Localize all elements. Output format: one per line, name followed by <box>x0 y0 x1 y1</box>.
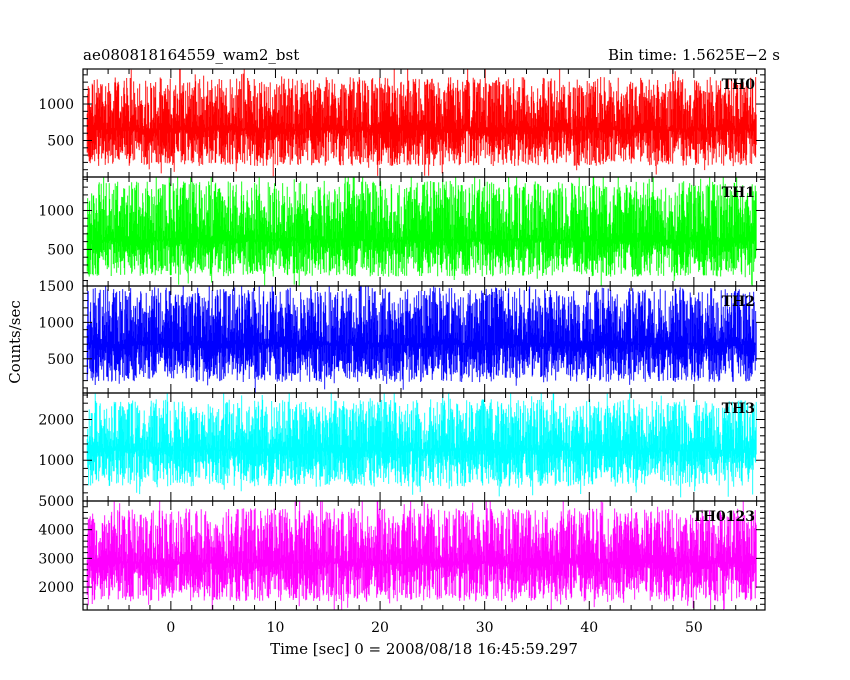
series-trace-th0 <box>86 69 757 177</box>
y-tick-label: 500 <box>47 134 74 150</box>
y-tick-label: 500 <box>47 352 74 368</box>
y-tick-label: 4000 <box>38 523 74 539</box>
panel-th2: 500 1000 1500 TH2 <box>38 279 766 394</box>
series-trace-th2 <box>86 286 757 393</box>
chart-title-left: ae080818164559_wam2_bst <box>83 46 299 64</box>
x-tick-label: 50 <box>685 620 703 636</box>
y-tick-label: 2000 <box>38 412 74 428</box>
panels-layer: 5001000TH05001000TH150010001500TH2100020… <box>38 68 766 636</box>
x-tick-label: 20 <box>371 620 389 636</box>
chart-title-right: Bin time: 1.5625E−2 s <box>608 46 780 64</box>
x-tick-label: 10 <box>267 620 285 636</box>
x-axis-label: Time [sec] 0 = 2008/08/18 16:45:59.297 <box>270 640 578 658</box>
y-tick-label: 5000 <box>38 494 74 510</box>
y-tick-label: 1000 <box>38 315 74 331</box>
panel-label-th3: TH3 <box>722 401 755 417</box>
panel-th0: 500 1000 TH0 <box>38 68 766 178</box>
panel-label-th0123: TH0123 <box>692 509 755 525</box>
series-trace-th1 <box>86 177 757 286</box>
y-tick-label: 2000 <box>38 580 74 596</box>
panel-th0123: 2000 3000 4000 5000 TH0123 <box>38 494 766 611</box>
y-axis-label: Counts/sec <box>6 300 24 384</box>
y-tick-label: 1000 <box>38 203 74 219</box>
y-tick-label: 500 <box>47 242 74 258</box>
panel-frame <box>82 500 766 611</box>
y-tick-label: 1500 <box>38 279 74 295</box>
panel-label-th1: TH1 <box>722 185 755 201</box>
series-trace-th0123 <box>86 501 757 610</box>
x-tick-label: 30 <box>476 620 494 636</box>
panel-label-th2: TH2 <box>722 294 755 310</box>
x-tick-label: 0 <box>166 620 175 636</box>
panel-th1: 500 1000 TH1 <box>38 176 766 287</box>
y-tick-label: 1000 <box>38 97 74 113</box>
panel-th3: 1000 2000 TH3 <box>38 392 766 502</box>
y-tick-label: 3000 <box>38 551 74 567</box>
panel-label-th0: TH0 <box>722 77 756 93</box>
x-tick-label: 40 <box>580 620 598 636</box>
series-trace-th3 <box>86 393 757 498</box>
x-axis: 0 10 20 30 40 50 <box>166 620 702 636</box>
y-tick-label: 1000 <box>38 453 74 469</box>
